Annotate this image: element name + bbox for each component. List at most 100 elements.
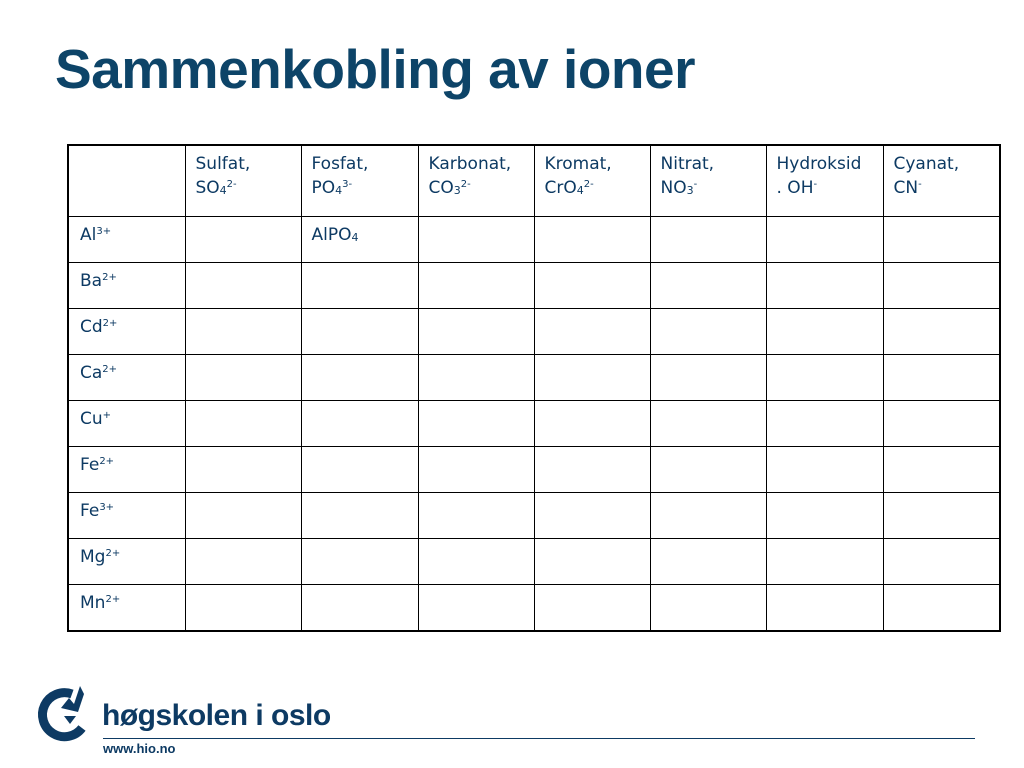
anion-formula-line: NO3- [661, 176, 766, 200]
cation-cell: Al3+ [67, 216, 186, 263]
compound-cell [533, 538, 651, 585]
compound-cell [533, 354, 651, 401]
compound-cell [765, 354, 884, 401]
cation-symbol: Cu [80, 409, 103, 429]
compound-cell [300, 446, 419, 493]
column-header: Kromat, CrO42- [533, 144, 651, 217]
compound-cell [882, 262, 1001, 309]
compound-cell [417, 354, 535, 401]
anion-name: Cyanat, [893, 154, 960, 174]
cation-charge: 3+ [96, 226, 112, 237]
compound-cell [882, 216, 1001, 263]
compound-cell [649, 308, 767, 355]
table-row: Fe2+ [67, 446, 1001, 493]
anion-formula: CO [428, 178, 454, 198]
anion-subscript: 4 [219, 184, 227, 197]
compound-cell [533, 492, 651, 539]
compound-cell [765, 584, 884, 632]
cation-charge: 3+ [99, 502, 115, 513]
anion-formula-line: CO32- [429, 176, 534, 200]
compound-cell [882, 354, 1001, 401]
anion-charge: - [813, 179, 818, 190]
anion-charge: - [918, 179, 922, 190]
cation-charge: 2+ [102, 364, 118, 375]
compound-cell [417, 538, 535, 585]
compound-cell [184, 584, 302, 632]
compound-cell [649, 446, 767, 493]
anion-subscript: 3 [453, 184, 461, 197]
cation-cell: Cu+ [67, 400, 186, 447]
cation-charge: 2+ [102, 272, 117, 283]
anion-subscript: 4 [576, 184, 584, 197]
compound-cell [649, 400, 767, 447]
column-header: Cyanat, CN- [882, 144, 1001, 217]
footer-divider [103, 738, 975, 739]
compound-cell: AlPO4 [300, 216, 419, 263]
anion-name: Kromat, [544, 154, 612, 174]
compound-cell [765, 400, 884, 447]
cation-cell: Mg2+ [67, 538, 186, 585]
compound-cell [533, 446, 651, 493]
compound-cell [649, 538, 767, 585]
compound-cell [765, 492, 884, 539]
compound-cell [184, 538, 302, 585]
table-row: Ca2+ [67, 354, 1001, 401]
compound-cell [649, 354, 767, 401]
anion-formula: SO [195, 178, 220, 198]
cation-cell: Fe3+ [67, 492, 186, 539]
column-header: Hydroksid. OH- [765, 144, 884, 217]
compound-cell [417, 400, 535, 447]
cation-symbol: Mg [80, 547, 106, 567]
compound-cell [184, 308, 302, 355]
anion-formula-line: CrO42- [545, 176, 650, 200]
cation-charge: 2+ [105, 548, 121, 559]
anion-formula: . OH [776, 178, 814, 198]
cation-charge: 2+ [99, 456, 115, 467]
compound-formula: AlPO [311, 225, 352, 245]
anion-charge: 3- [342, 179, 353, 190]
table-row: Ba2+ [67, 262, 1001, 309]
compound-cell [533, 308, 651, 355]
compound-cell [417, 262, 535, 309]
cation-symbol: Cd [80, 317, 103, 337]
anion-charge: 2- [583, 179, 594, 190]
compound-cell [649, 216, 767, 263]
anion-formula: CrO [544, 178, 577, 198]
compound-cell [882, 584, 1001, 632]
compound-cell [300, 354, 419, 401]
compound-cell [417, 216, 535, 263]
anion-formula: PO [311, 178, 336, 198]
compound-cell [184, 262, 302, 309]
table-row: Fe3+ [67, 492, 1001, 539]
cation-cell: Ba2+ [67, 262, 186, 309]
anion-charge: - [693, 179, 698, 190]
cation-charge: + [102, 410, 112, 421]
anion-subscript: 4 [335, 184, 343, 197]
compound-cell [417, 492, 535, 539]
cation-symbol: Fe [80, 455, 100, 475]
anion-charge: 2- [226, 179, 237, 190]
anion-subscript: 3 [686, 184, 694, 197]
compound-cell [184, 354, 302, 401]
column-header: Karbonat, CO32- [417, 144, 535, 217]
cation-cell: Cd2+ [67, 308, 186, 355]
table-row: Mn2+ [67, 584, 1001, 632]
compound-cell [533, 400, 651, 447]
website-url: www.hio.no [103, 741, 176, 756]
compound-cell [417, 308, 535, 355]
compound-cell [649, 492, 767, 539]
hio-logo-icon [38, 686, 86, 742]
compound-cell [765, 216, 884, 263]
compound-cell [533, 584, 651, 632]
compound-cell [533, 262, 651, 309]
table-row: Mg2+ [67, 538, 1001, 585]
compound-cell [882, 538, 1001, 585]
compound-cell [300, 584, 419, 632]
compound-cell [184, 400, 302, 447]
anion-name: Fosfat, [311, 154, 369, 174]
table-row: Cu+ [67, 400, 1001, 447]
anion-name: Karbonat, [428, 154, 512, 174]
table-row: Cd2+ [67, 308, 1001, 355]
compound-cell [417, 446, 535, 493]
cation-cell: Fe2+ [67, 446, 186, 493]
